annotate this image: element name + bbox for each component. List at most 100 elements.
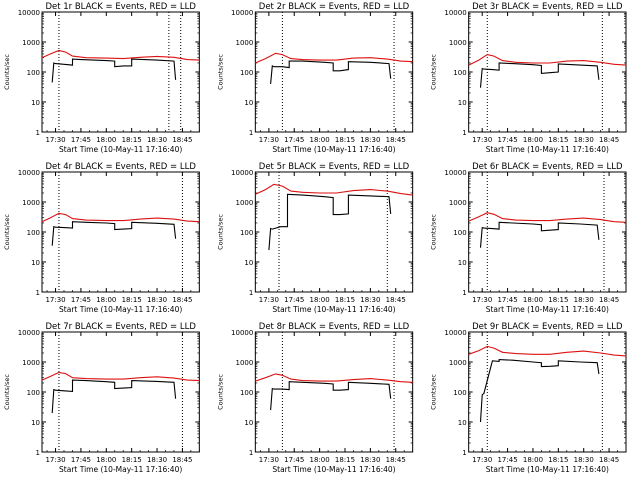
plot-frame bbox=[41, 11, 200, 133]
chart-title: Det 9r BLACK = Events, RED = LLD bbox=[472, 322, 623, 332]
x-tick-label: 18:15 bbox=[335, 136, 355, 144]
detector-panel-8: Det 8r BLACK = Events, RED = LLD 1 10 100 10… bbox=[216, 322, 414, 474]
y-tick-label: 10 bbox=[31, 419, 40, 427]
y-tick-label: 10000 bbox=[231, 169, 253, 177]
chart-title: Det 1r BLACK = Events, RED = LLD bbox=[45, 2, 196, 12]
detector-panel-7: Det 7r BLACK = Events, RED = LLD 1 10 100 10… bbox=[3, 322, 200, 474]
x-tick-label: 18:45 bbox=[386, 136, 406, 144]
y-tick-label: 1000 bbox=[236, 39, 254, 47]
y-tick-label: 1 bbox=[249, 449, 253, 457]
y-tick-label: 100 bbox=[27, 229, 40, 237]
chart-title: Det 5r BLACK = Events, RED = LLD bbox=[259, 162, 410, 172]
x-tick-label: 18:45 bbox=[599, 136, 619, 144]
x-tick-label: 18:30 bbox=[147, 296, 167, 304]
chart-title: Det 2r BLACK = Events, RED = LLD bbox=[259, 2, 410, 12]
x-tick-label: 18:45 bbox=[599, 296, 619, 304]
x-tick-label: 18:15 bbox=[122, 136, 142, 144]
y-tick-label: 10000 bbox=[18, 169, 40, 177]
y-tick-label: 100 bbox=[453, 389, 466, 397]
y-axis-label: Counts/sec bbox=[3, 214, 11, 250]
x-tick-label: 18:30 bbox=[360, 296, 380, 304]
y-tick-label: 10 bbox=[458, 259, 467, 267]
x-tick-label: 17:45 bbox=[497, 296, 517, 304]
y-tick-label: 1 bbox=[36, 289, 40, 297]
y-tick-label: 100 bbox=[27, 389, 40, 397]
chart-title: Det 4r BLACK = Events, RED = LLD bbox=[45, 162, 196, 172]
y-tick-label: 1 bbox=[249, 289, 253, 297]
series-line-events bbox=[479, 221, 600, 248]
x-tick-label: 18:45 bbox=[599, 456, 619, 464]
y-axis-label: Counts/sec bbox=[430, 374, 438, 410]
y-tick-label: 100 bbox=[453, 69, 466, 77]
detector-panel-5: Det 5r BLACK = Events, RED = LLD 1 10 100 10… bbox=[216, 162, 414, 314]
y-tick-label: 10000 bbox=[18, 9, 40, 17]
series-line-lld bbox=[468, 212, 627, 223]
y-tick-label: 1 bbox=[249, 129, 253, 137]
chart-title: Det 3r BLACK = Events, RED = LLD bbox=[472, 2, 623, 12]
y-axis-label: Counts/sec bbox=[430, 214, 438, 250]
x-tick-label: 18:45 bbox=[386, 456, 406, 464]
x-tick-label: 17:45 bbox=[284, 296, 304, 304]
x-tick-label: 18:15 bbox=[548, 136, 568, 144]
plot-frame bbox=[41, 331, 200, 453]
y-tick-label: 10000 bbox=[18, 329, 40, 337]
y-tick-label: 1 bbox=[36, 129, 40, 137]
x-tick-label: 18:45 bbox=[172, 136, 192, 144]
y-tick-label: 1000 bbox=[449, 199, 467, 207]
series-line-events bbox=[479, 62, 600, 88]
x-axis-label: Start Time (10-May-11 17:16:40) bbox=[486, 465, 609, 474]
chart-title: Det 7r BLACK = Events, RED = LLD bbox=[45, 322, 196, 332]
x-tick-label: 18:00 bbox=[523, 456, 543, 464]
series-line-events bbox=[51, 221, 177, 246]
x-tick-label: 17:45 bbox=[497, 136, 517, 144]
x-tick-label: 17:30 bbox=[472, 456, 492, 464]
y-tick-label: 1000 bbox=[22, 359, 40, 367]
x-axis-label: Start Time (10-May-11 17:16:40) bbox=[272, 465, 395, 474]
y-axis-label: Counts/sec bbox=[430, 54, 438, 90]
y-tick-label: 1000 bbox=[449, 359, 467, 367]
x-tick-label: 18:15 bbox=[548, 456, 568, 464]
series-line-lld bbox=[41, 212, 200, 223]
y-tick-label: 1000 bbox=[236, 199, 254, 207]
y-tick-label: 10 bbox=[244, 99, 253, 107]
y-tick-label: 10000 bbox=[444, 169, 466, 177]
x-tick-label: 18:15 bbox=[548, 296, 568, 304]
detector-panel-1: Det 1r BLACK = Events, RED = LLD 1 10 100 10… bbox=[3, 2, 200, 154]
y-axis-label: Counts/sec bbox=[3, 54, 11, 90]
x-tick-label: 18:15 bbox=[335, 296, 355, 304]
x-axis-label: Start Time (10-May-11 17:16:40) bbox=[272, 145, 395, 154]
x-tick-label: 18:45 bbox=[172, 456, 192, 464]
x-tick-label: 17:45 bbox=[497, 456, 517, 464]
y-axis-label: Counts/sec bbox=[216, 54, 224, 90]
y-tick-label: 100 bbox=[240, 69, 253, 77]
series-line-lld bbox=[41, 371, 200, 382]
x-tick-label: 17:30 bbox=[45, 136, 65, 144]
y-tick-label: 1000 bbox=[22, 39, 40, 47]
x-tick-label: 18:15 bbox=[122, 456, 142, 464]
series-line-lld bbox=[41, 49, 200, 61]
y-tick-label: 1 bbox=[462, 449, 466, 457]
x-tick-label: 17:30 bbox=[472, 136, 492, 144]
x-axis-label: Start Time (10-May-11 17:16:40) bbox=[486, 305, 609, 314]
x-tick-label: 17:45 bbox=[71, 136, 91, 144]
plot-frame bbox=[41, 171, 200, 293]
x-tick-label: 18:30 bbox=[574, 456, 594, 464]
series-line-lld bbox=[255, 183, 413, 196]
series-line-events bbox=[51, 58, 177, 83]
y-tick-label: 10 bbox=[31, 99, 40, 107]
x-tick-label: 18:15 bbox=[122, 296, 142, 304]
x-tick-label: 17:45 bbox=[71, 456, 91, 464]
x-tick-label: 17:30 bbox=[259, 296, 279, 304]
y-tick-label: 1 bbox=[36, 449, 40, 457]
y-tick-label: 1000 bbox=[22, 199, 40, 207]
x-tick-label: 18:45 bbox=[172, 296, 192, 304]
y-tick-label: 100 bbox=[27, 69, 40, 77]
series-line-events bbox=[51, 379, 177, 414]
x-axis-label: Start Time (10-May-11 17:16:40) bbox=[59, 145, 182, 154]
x-tick-label: 18:30 bbox=[147, 136, 167, 144]
y-tick-label: 1000 bbox=[449, 39, 467, 47]
chart-title: Det 8r BLACK = Events, RED = LLD bbox=[259, 322, 410, 332]
y-axis-label: Counts/sec bbox=[216, 374, 224, 410]
y-tick-label: 10 bbox=[458, 419, 467, 427]
